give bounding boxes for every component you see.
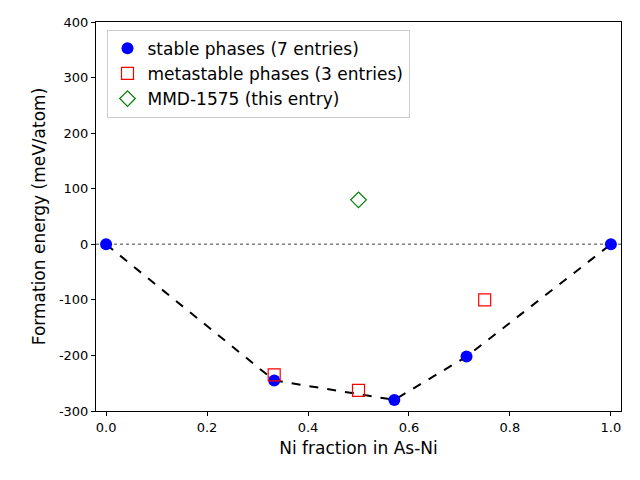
svg-text:-300: -300 — [59, 404, 89, 419]
svg-text:Ni fraction in As-Ni: Ni fraction in As-Ni — [279, 438, 438, 458]
svg-text:MMD-1575 (this entry): MMD-1575 (this entry) — [148, 89, 340, 109]
svg-text:300: 300 — [64, 70, 89, 85]
svg-text:-200: -200 — [59, 348, 89, 363]
svg-text:0.6: 0.6 — [399, 420, 420, 435]
svg-text:1.0: 1.0 — [601, 420, 622, 435]
svg-text:400: 400 — [64, 15, 89, 30]
svg-text:100: 100 — [64, 181, 89, 196]
svg-text:0.8: 0.8 — [500, 420, 521, 435]
svg-text:0: 0 — [80, 237, 88, 252]
svg-text:metastable phases (3 entries): metastable phases (3 entries) — [148, 64, 403, 84]
svg-text:0.2: 0.2 — [197, 420, 218, 435]
svg-text:0.0: 0.0 — [96, 420, 117, 435]
svg-text:200: 200 — [64, 126, 89, 141]
svg-text:-100: -100 — [59, 292, 89, 307]
svg-text:stable phases (7 entries): stable phases (7 entries) — [148, 39, 359, 59]
svg-text:0.4: 0.4 — [298, 420, 319, 435]
svg-text:Formation energy (meV/atom): Formation energy (meV/atom) — [29, 88, 49, 346]
